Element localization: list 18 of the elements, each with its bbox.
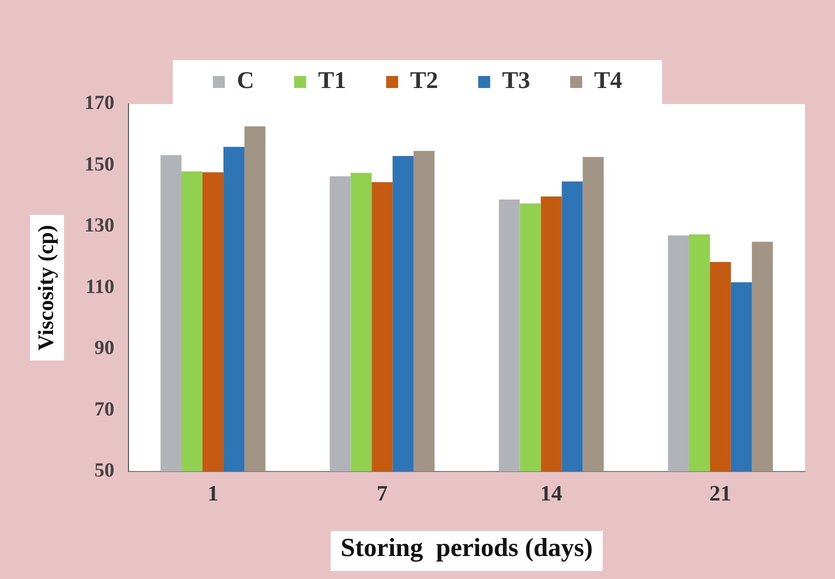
legend-label: T3 (502, 68, 530, 94)
x-tick-label: 14 (540, 480, 562, 506)
y-tick-label: 90 (94, 337, 114, 360)
legend-label: T2 (410, 68, 438, 94)
x-tick-label: 1 (207, 480, 218, 506)
x-axis-title: Storing periods (days) (340, 533, 593, 562)
legend-label: C (236, 68, 254, 94)
y-axis-title: Viscosity (cp) (32, 224, 58, 351)
y-tick-label: 50 (94, 460, 114, 482)
y-tick-label: 70 (94, 398, 114, 420)
y-tick-label: 150 (84, 153, 114, 176)
x-tick-label: 7 (376, 480, 388, 506)
legend-label: T4 (594, 68, 622, 94)
y-tick-label: 110 (85, 276, 114, 298)
legend-label: T1 (318, 68, 346, 94)
y-tick-label: 130 (84, 214, 114, 237)
x-tick-label: 21 (709, 480, 732, 506)
y-tick-label: 170 (84, 92, 114, 114)
